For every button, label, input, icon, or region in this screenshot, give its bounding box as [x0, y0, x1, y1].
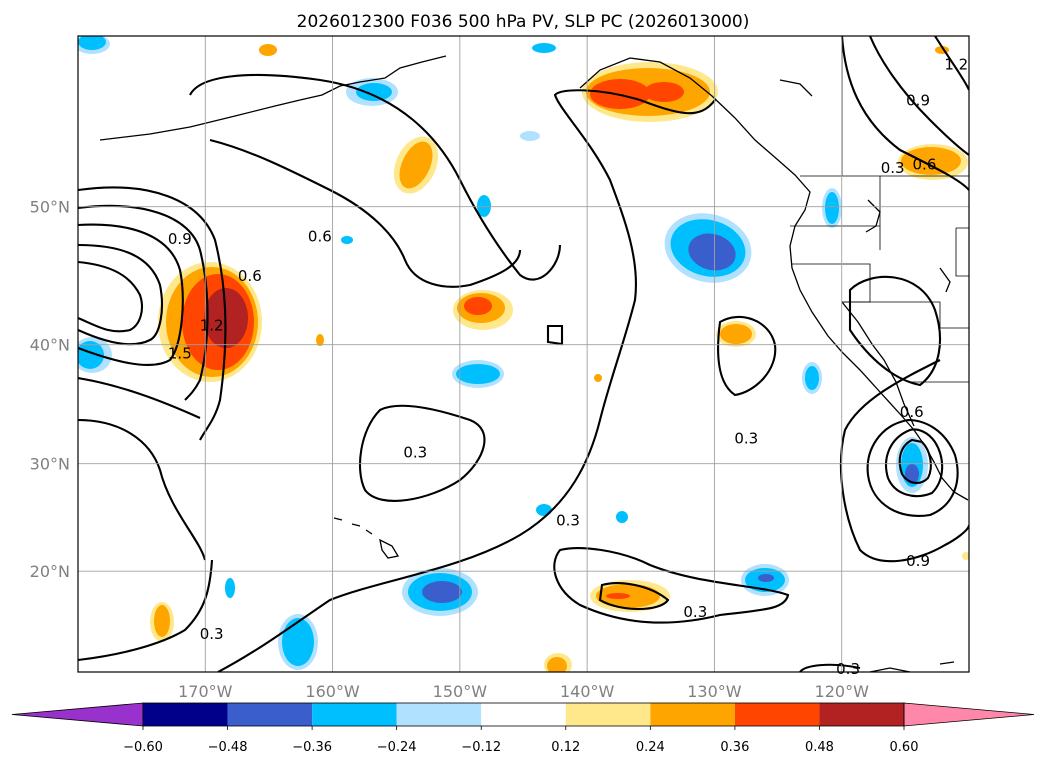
x-tick-label: 150°W: [433, 682, 488, 701]
chart-title: 2026012300 F036 500 hPa PV, SLP PC (2026…: [297, 12, 750, 32]
contour-label: 0.9: [906, 552, 930, 570]
colorbar-extend-low: [11, 702, 144, 727]
coastlines: [99, 55, 969, 672]
pv-small-anomalies: [150, 44, 969, 672]
colorbar-tick-label: 0.48: [805, 740, 834, 755]
contour-label: 0.3: [403, 443, 427, 461]
y-tick-label: 30°N: [30, 455, 70, 474]
colorbar-segment: [227, 703, 313, 726]
contour-label: 1.2: [200, 316, 224, 334]
contour-label: 0.6: [900, 403, 924, 421]
colorbar-frame: [142, 702, 905, 727]
colorbar-tick-label: −0.48: [208, 740, 248, 755]
colorbar-tick-label: −0.36: [292, 740, 332, 755]
contour-labels: 0.9 0.6 1.2 1.5 0.6 0.3 0.3 0.3 0.3 0.3 0.3 0.9 0.6 0…: [168, 56, 968, 679]
colorbar-segment: [481, 703, 566, 726]
contour-label: 0.3: [200, 625, 224, 643]
y-tick-label: 50°N: [30, 198, 70, 217]
contour-label: 0.9: [168, 230, 192, 248]
colorbar-tick-label: 0.24: [636, 740, 665, 755]
map-area: 0.9 0.6 1.2 1.5 0.6 0.3 0.3 0.3 0.3 0.3 0.3 0.9 0.6 0…: [77, 35, 970, 679]
y-axis-ticks: 20°N 30°N 40°N 50°N: [30, 198, 70, 582]
contour-label: 0.3: [683, 603, 707, 621]
colorbar-segment: [819, 703, 904, 726]
contour-label: 0.3: [556, 512, 580, 530]
x-axis-ticks: 170°W 160°W 150°W 140°W 130°W 120°W: [178, 682, 869, 701]
contour-label: 0.6: [913, 156, 937, 174]
colorbar-segment: [650, 703, 735, 726]
colorbar-tick-label: 0.60: [890, 740, 919, 755]
y-tick-label: 20°N: [30, 562, 70, 581]
pv-negative-anomalies: [78, 36, 928, 670]
contour-label: 1.5: [168, 345, 192, 363]
colorbar-segment: [565, 703, 651, 726]
x-tick-label: 170°W: [178, 682, 233, 701]
colorbar-tick-label: −0.12: [461, 740, 501, 755]
colorbar-tick-label: −0.60: [123, 740, 163, 755]
contour-label: 0.9: [906, 92, 930, 110]
contour-label: 0.6: [238, 267, 262, 285]
colorbar-tick-label: 0.12: [551, 740, 580, 755]
contour-label: 0.3: [836, 660, 860, 678]
colorbar-segment: [734, 703, 820, 726]
pv-positive-anomaly-alaska: [582, 62, 718, 122]
pv-shading: [78, 36, 969, 672]
gridlines: [78, 36, 969, 672]
contour-label: 1.2: [944, 56, 968, 74]
colorbar-segment: [312, 703, 397, 726]
pv-positive-anomaly-west-pacific: [158, 262, 262, 382]
colorbar-extend-high: [903, 702, 1035, 727]
x-tick-label: 130°W: [687, 682, 742, 701]
colorbar-segment: [143, 703, 228, 726]
colorbar-segment: [396, 703, 482, 726]
x-tick-label: 120°W: [815, 682, 870, 701]
contour-label: 0.6: [308, 227, 332, 245]
colorbar-tick-label: −0.24: [377, 740, 417, 755]
colorbar: −0.60 −0.48 −0.36 −0.24 −0.12 0.12 0.24 0.36 0.4…: [11, 702, 1035, 755]
x-tick-label: 140°W: [560, 682, 615, 701]
colorbar-tick-label: 0.36: [720, 740, 749, 755]
y-tick-label: 40°N: [30, 336, 70, 355]
x-tick-label: 160°W: [305, 682, 360, 701]
map-frame: [77, 35, 970, 673]
contour-label: 0.3: [734, 430, 758, 448]
slp-contours: [78, 36, 969, 672]
contour-label: 0.3: [881, 159, 905, 177]
